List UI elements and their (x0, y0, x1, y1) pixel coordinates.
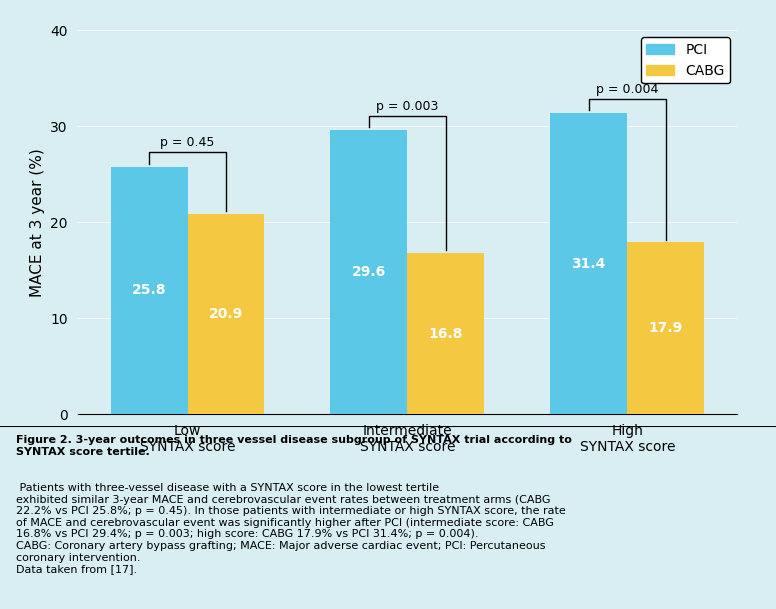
Text: Patients with three-vessel disease with a SYNTAX score in the lowest tertile
exh: Patients with three-vessel disease with … (16, 483, 565, 574)
Text: Figure 2. 3-year outcomes in three vessel disease subgroup of SYNTAX trial accor: Figure 2. 3-year outcomes in three vesse… (16, 435, 571, 457)
Text: p = 0.45: p = 0.45 (161, 136, 215, 149)
Text: 31.4: 31.4 (572, 256, 606, 270)
Text: 17.9: 17.9 (649, 322, 683, 336)
Legend: PCI, CABG: PCI, CABG (641, 37, 730, 83)
Y-axis label: MACE at 3 year (%): MACE at 3 year (%) (29, 148, 45, 297)
Bar (627, 242, 705, 414)
Text: 20.9: 20.9 (209, 307, 243, 321)
Text: p = 0.004: p = 0.004 (596, 83, 659, 96)
Bar (188, 214, 265, 414)
Bar (331, 130, 407, 414)
Bar (110, 167, 188, 414)
Text: 25.8: 25.8 (132, 283, 166, 297)
Bar (550, 113, 627, 414)
Text: 16.8: 16.8 (428, 326, 463, 340)
Text: 29.6: 29.6 (352, 265, 386, 279)
Bar (407, 253, 484, 414)
Text: p = 0.003: p = 0.003 (376, 100, 438, 113)
